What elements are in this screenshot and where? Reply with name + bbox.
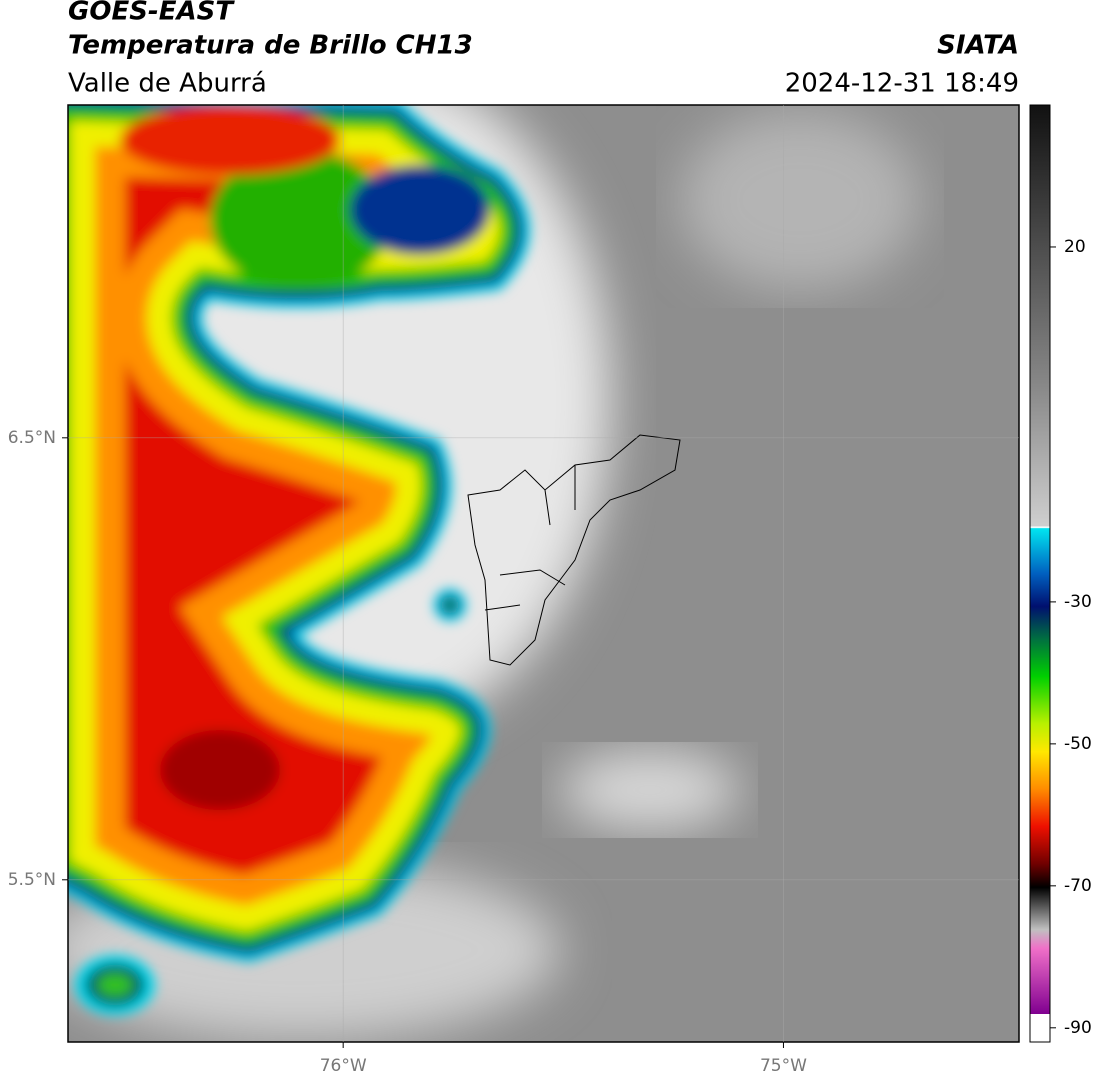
map-frame [67, 104, 1020, 1043]
colorbar-tick-label: 20 [1064, 237, 1086, 257]
region: Valle de Aburrá [68, 69, 267, 99]
y-tick-label: 5.5°N [8, 870, 56, 890]
colorbar [1029, 104, 1051, 1043]
valley-boundary [467, 434, 681, 666]
colorbar-tick-label: -50 [1064, 734, 1092, 754]
satellite-image [68, 105, 1019, 1042]
colorbar-tick-label: -90 [1064, 1018, 1092, 1038]
y-tick-label: 6.5°N [8, 428, 56, 448]
title: GOES-EAST [68, 0, 235, 27]
colorbar-tick-label: -70 [1064, 876, 1092, 896]
colorbar-tick-label: -30 [1064, 592, 1092, 612]
source: SIATA [937, 31, 1019, 61]
x-tick-label: 75°W [760, 1056, 807, 1076]
x-tick-label: 76°W [320, 1056, 367, 1076]
subtitle: Temperatura de Brillo CH13 [68, 31, 473, 61]
datetime: 2024-12-31 18:49 [785, 69, 1019, 99]
